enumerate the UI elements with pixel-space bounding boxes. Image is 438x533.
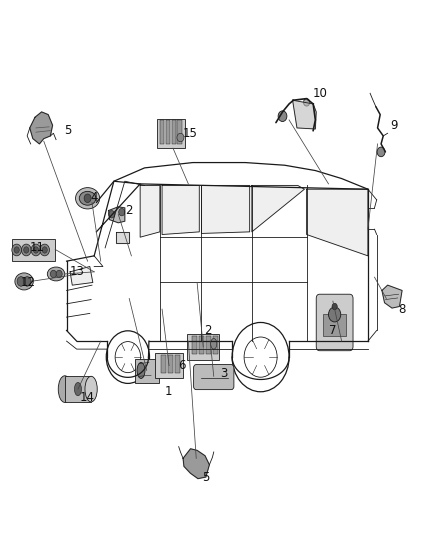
Ellipse shape [15,273,33,290]
Text: 15: 15 [183,127,198,140]
Text: 3: 3 [220,367,227,379]
Circle shape [23,277,31,286]
Bar [12,239,55,261]
Circle shape [177,133,184,142]
Bar [155,353,183,378]
Bar [168,355,173,373]
Text: 4: 4 [90,191,98,204]
Bar [175,355,180,373]
Ellipse shape [74,383,81,395]
Bar [160,120,164,144]
Bar [166,120,170,144]
Circle shape [84,194,91,203]
Polygon shape [116,232,129,243]
Polygon shape [183,449,209,479]
Ellipse shape [211,338,217,349]
Text: 13: 13 [69,265,84,278]
FancyBboxPatch shape [194,365,234,390]
Bar [177,120,182,144]
Circle shape [119,208,125,216]
Bar [135,359,159,383]
Text: 7: 7 [329,324,337,337]
Bar [199,336,204,354]
Bar [206,336,211,354]
Bar [323,314,346,336]
Circle shape [328,307,341,322]
Text: 5: 5 [64,124,71,137]
Circle shape [278,111,287,122]
Ellipse shape [85,376,97,402]
Bar [213,336,218,354]
FancyBboxPatch shape [316,294,353,351]
Circle shape [42,247,47,253]
Circle shape [24,247,29,253]
Circle shape [12,244,21,256]
Text: 6: 6 [178,359,186,372]
Circle shape [21,244,31,256]
Polygon shape [30,112,53,144]
Ellipse shape [47,267,65,281]
Bar [187,334,219,360]
Circle shape [304,99,310,106]
Circle shape [14,247,19,253]
Ellipse shape [79,191,96,205]
Text: 11: 11 [30,241,45,254]
Polygon shape [162,185,199,235]
Bar [65,376,91,402]
Polygon shape [307,189,368,256]
Circle shape [40,244,49,256]
Polygon shape [140,185,160,237]
Ellipse shape [137,362,145,378]
Polygon shape [293,100,316,129]
Ellipse shape [76,188,100,209]
Bar [192,336,197,354]
Polygon shape [201,185,250,233]
Polygon shape [252,185,304,232]
Circle shape [50,270,57,278]
Circle shape [109,211,115,218]
Bar [172,120,176,144]
Text: 2: 2 [204,324,212,337]
Text: 5: 5 [202,471,209,483]
Text: 8: 8 [399,303,406,316]
Bar [161,355,166,373]
Polygon shape [382,285,402,308]
Text: 1: 1 [165,385,173,398]
Circle shape [332,303,337,310]
Polygon shape [70,266,93,285]
Circle shape [56,270,62,278]
Circle shape [17,277,25,286]
Ellipse shape [58,376,71,402]
Text: 9: 9 [390,119,398,132]
Circle shape [33,247,39,253]
Polygon shape [109,207,125,223]
Text: 10: 10 [312,87,327,100]
Circle shape [377,147,385,157]
Text: 14: 14 [80,391,95,403]
Text: 2: 2 [125,204,133,217]
Circle shape [31,244,41,256]
Bar [157,119,185,148]
Text: 12: 12 [21,276,36,289]
